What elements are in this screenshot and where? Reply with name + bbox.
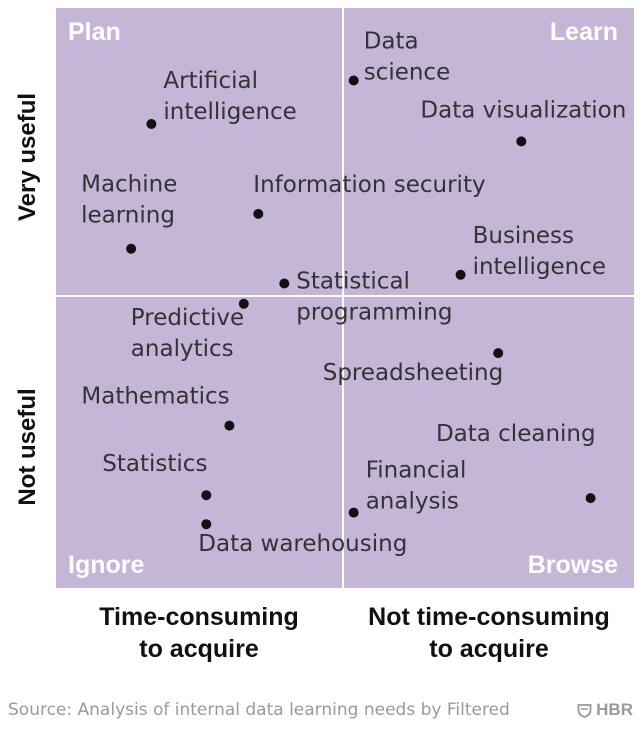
point-marker xyxy=(201,490,212,501)
point-label: Data warehousing xyxy=(198,531,407,557)
brand-text: HBR xyxy=(596,700,633,719)
point-label: Business intelligence xyxy=(473,223,606,280)
data-point: Financial analysis xyxy=(348,458,467,518)
data-point: Statistical programming xyxy=(279,269,452,326)
plot-background xyxy=(56,8,634,588)
data-point: Artificial intelligence xyxy=(146,68,297,129)
point-label: Machine learning xyxy=(81,172,177,229)
point-label: Artificial intelligence xyxy=(163,68,296,125)
quadrant-label-plan: Plan xyxy=(68,18,121,46)
data-point: Machine learning xyxy=(81,172,177,254)
point-label: Mathematics xyxy=(81,384,229,410)
data-point: Data science xyxy=(348,29,451,86)
point-marker xyxy=(253,208,264,219)
point-marker xyxy=(348,75,359,86)
point-marker xyxy=(348,507,359,518)
quadrant-label-learn: Learn xyxy=(550,18,618,46)
x-category-label: Time-consuming to acquire xyxy=(99,603,299,663)
point-marker xyxy=(279,278,290,289)
point-label: Financial analysis xyxy=(366,458,467,515)
data-point: Spreadsheeting xyxy=(323,348,504,386)
data-point: Data visualization xyxy=(420,97,626,147)
x-category-label: Not time-consuming to acquire xyxy=(368,603,610,663)
y-category-not-useful: Not useful xyxy=(14,388,41,505)
y-category-very-useful: Very useful xyxy=(14,93,41,221)
point-label: Spreadsheeting xyxy=(323,360,503,386)
point-label: Statistical programming xyxy=(296,269,452,326)
hbr-shield-icon xyxy=(577,703,592,718)
data-point: Business intelligence xyxy=(455,223,606,280)
point-marker xyxy=(224,420,235,431)
quadrant-label-ignore: Ignore xyxy=(68,551,144,579)
point-marker xyxy=(585,493,596,504)
x-category-labels: Time-consuming to acquire Not time-consumi… xyxy=(99,603,610,663)
data-point: Information security xyxy=(253,172,486,219)
data-point: Predictive analytics xyxy=(131,298,249,362)
source-note: Source: Analysis of internal data learni… xyxy=(8,700,510,720)
point-marker xyxy=(516,136,527,147)
data-points: Data science Artificial intelligence Data vi… xyxy=(81,29,626,558)
point-label: Predictive analytics xyxy=(131,305,244,362)
data-point: Data warehousing xyxy=(198,519,407,557)
point-marker xyxy=(201,519,212,530)
point-label: Data visualization xyxy=(420,97,626,123)
data-point: Statistics xyxy=(102,451,212,501)
point-marker xyxy=(146,119,157,129)
point-marker xyxy=(126,243,137,254)
point-marker xyxy=(493,348,504,359)
data-point: Data cleaning xyxy=(436,421,596,504)
point-label: Data science xyxy=(364,29,451,86)
point-label: Data cleaning xyxy=(436,421,596,447)
brand-mark: HBR xyxy=(577,700,633,720)
quadrant-label-browse: Browse xyxy=(528,551,618,579)
point-label: Information security xyxy=(253,172,485,198)
quadrant-chart: Plan Learn Ignore Browse Very useful Not… xyxy=(14,8,634,663)
data-point: Mathematics xyxy=(81,384,235,431)
point-label: Statistics xyxy=(102,451,207,477)
point-marker xyxy=(238,298,249,309)
point-marker xyxy=(455,269,466,280)
